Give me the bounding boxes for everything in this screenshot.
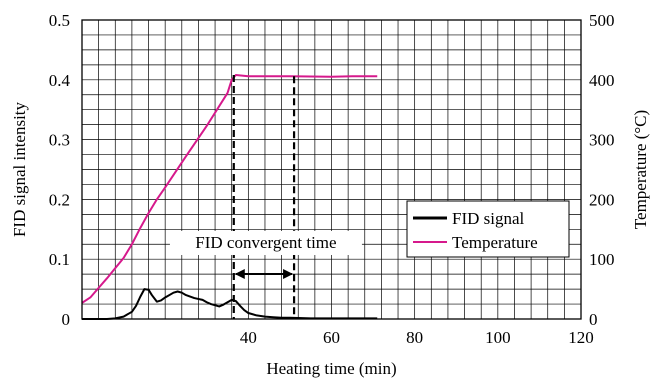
annotation-layer: FID convergent time [169,75,362,319]
y-tick-label: 0.2 [49,190,70,209]
convergence-arrow-head-left [234,269,245,279]
x-axis-label: Heating time (min) [266,359,396,378]
y2-tick-label: 300 [589,131,615,150]
y2-tick-label: 400 [589,71,615,90]
x-tick-label: 100 [485,328,511,347]
annotation-label: FID convergent time [195,233,336,252]
convergence-arrow-head-right [283,269,294,279]
plot-frame [81,19,582,320]
series-line-fid-signal [82,288,378,320]
x-tick-label: 80 [406,328,423,347]
y2-tick-label: 100 [589,250,615,269]
y-tick-label: 0.4 [49,71,71,90]
x-tick-label: 60 [323,328,340,347]
y-tick-label: 0.5 [49,11,70,30]
series-line-temperature [81,74,378,304]
y-axis-label: FID signal intensity [10,101,29,237]
y2-tick-label: 200 [589,190,615,209]
legend: FID signal Temperature [406,200,570,258]
annotation-label-background [169,231,362,255]
x-tick-label: 40 [240,328,257,347]
y-tick-label: 0 [62,310,71,329]
tick-labels: 40 60 80 100 12000.10.20.30.40.5010020030040… [49,11,615,347]
y2-tick-label: 0 [589,310,598,329]
grid [82,20,581,319]
legend-label-temperature: Temperature [452,233,538,252]
series-layer [81,74,378,320]
legend-box [406,200,570,258]
x-tick-label: 120 [568,328,594,347]
legend-label-fid-signal: FID signal [452,209,525,228]
y2-tick-label: 500 [589,11,615,30]
y-tick-label: 0.1 [49,250,70,269]
y-tick-label: 0.3 [49,131,70,150]
y2-axis-label: Temperature (°C) [631,110,650,229]
